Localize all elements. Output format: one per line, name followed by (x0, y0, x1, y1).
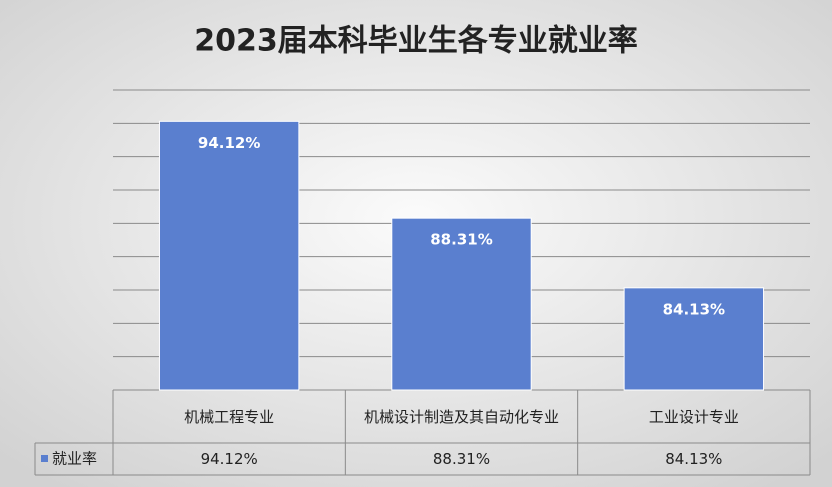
value-label: 84.13% (663, 300, 725, 318)
legend-marker (41, 455, 48, 462)
table-value-box: 94.12% (200, 450, 258, 468)
table-value-box: 88.31% (432, 450, 491, 468)
category-label-box: 工业设计专业 (648, 407, 739, 426)
category-label: 机械设计制造及其自动化专业 (363, 407, 559, 426)
table-value: 88.31% (432, 450, 491, 468)
value-label: 88.31% (430, 231, 492, 249)
category-label-box: 机械设计制造及其自动化专业 (363, 407, 559, 426)
category-label-box: 机械工程专业 (184, 407, 275, 426)
chart-title: 2023届本科毕业生各专业就业率 (194, 24, 638, 59)
category-label: 工业设计专业 (648, 407, 739, 426)
bar (623, 287, 765, 391)
bar (158, 120, 300, 391)
category-label: 机械工程专业 (184, 407, 275, 426)
table-value: 84.13% (665, 450, 723, 468)
legend-label: 就业率 (52, 450, 97, 468)
table-value: 94.12% (200, 450, 258, 468)
bar (391, 217, 532, 391)
table-value-box: 84.13% (665, 450, 723, 468)
value-label: 94.12% (198, 134, 260, 152)
